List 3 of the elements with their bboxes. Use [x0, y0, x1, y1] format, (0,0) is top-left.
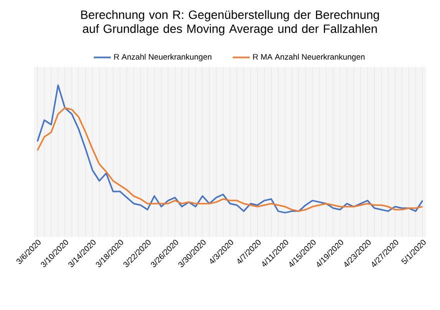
legend-label: R Anzahl Neuerkrankungen — [114, 54, 212, 62]
chart-title: Berechnung von R: Gegenüberstellung der Berechnung auf Grundlage des Moving Average und der Fallzahlen — [81, 10, 379, 36]
legend-label: R MA Anzahl Neuerkrankungen — [253, 54, 365, 62]
